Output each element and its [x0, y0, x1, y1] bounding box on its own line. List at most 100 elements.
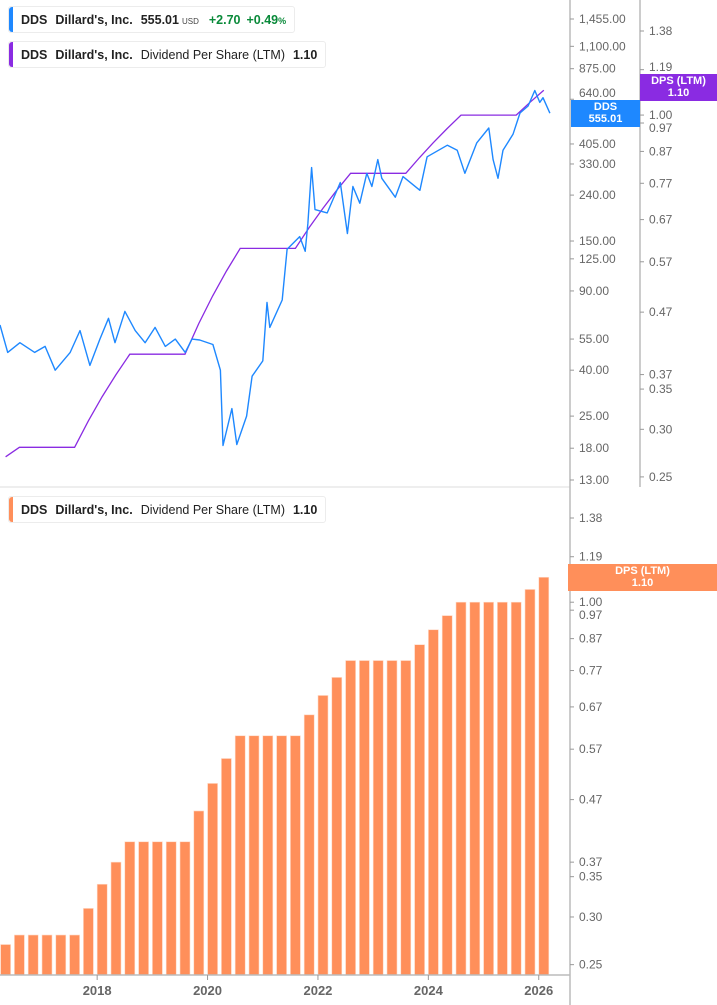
- dps-bar: [497, 601, 508, 976]
- legend-color-swatch: [9, 7, 13, 32]
- bottom-y-tick-label: 1.00: [579, 595, 603, 609]
- dps-tick-label: 0.47: [649, 305, 673, 319]
- dps-bar: [524, 589, 536, 976]
- x-tick-label: 2026: [524, 983, 553, 998]
- dps-bar: [234, 735, 246, 976]
- price-tick-label: 90.00: [579, 284, 609, 298]
- dps-last-value-tag: DPS (LTM) 1.10: [640, 74, 717, 101]
- bottom-y-tick-label: 1.38: [579, 511, 603, 525]
- dps-bar: [152, 841, 163, 976]
- dps-bar: [248, 735, 260, 976]
- price-tick-label: 13.00: [579, 473, 609, 487]
- dps-bar: [538, 576, 550, 976]
- tag-value: 555.01: [588, 113, 623, 125]
- legend-color-swatch: [9, 497, 13, 522]
- dps-bar: [41, 934, 53, 976]
- dps-tick-label: 0.35: [649, 382, 673, 396]
- dps-bar: [110, 861, 122, 976]
- tag-label: DPS (LTM): [651, 75, 706, 87]
- legend-dps-bottom[interactable]: DDS Dillard's, Inc. Dividend Per Share (…: [8, 496, 327, 523]
- legend-change: +2.70: [208, 12, 241, 27]
- dps-bar: [359, 660, 370, 976]
- dps-bar: [331, 677, 343, 976]
- legend-metric-value: 1.10: [292, 47, 318, 62]
- dps-bar: [221, 758, 232, 976]
- price-tick-label: 875.00: [579, 62, 616, 76]
- dps-bar: [262, 735, 274, 976]
- legend-dps-top[interactable]: DDS Dillard's, Inc. Dividend Per Share (…: [8, 41, 327, 68]
- bottom-y-tick-label: 0.67: [579, 700, 603, 714]
- legend-metric: Dividend Per Share (LTM): [140, 47, 285, 62]
- change-pct-value: +0.49: [246, 12, 279, 27]
- dps-bar: [27, 934, 39, 976]
- dps-bar: [400, 660, 412, 976]
- dps-bar: [455, 601, 467, 976]
- legend-metric-value: 1.10: [292, 502, 318, 517]
- price-tick-label: 240.00: [579, 188, 616, 202]
- dps-bar: [483, 601, 494, 976]
- dps-bar: [193, 810, 205, 976]
- dps-line: [5, 89, 545, 458]
- price-tick-label: 405.00: [579, 137, 616, 151]
- dps-bar: [55, 934, 67, 976]
- dps-bar: [0, 944, 11, 976]
- tag-value: 1.10: [667, 87, 690, 99]
- price-tick-label: 640.00: [579, 86, 616, 100]
- legend-symbol: DDS: [21, 12, 48, 27]
- dps-bar: [317, 695, 329, 976]
- dps-bar: [14, 934, 25, 976]
- dps-bar: [124, 841, 136, 976]
- dps-bar: [414, 644, 425, 976]
- price-tick-label: 125.00: [579, 252, 616, 266]
- dps-bar: [276, 735, 287, 976]
- legend-company: Dillard's, Inc.: [55, 502, 133, 517]
- price-last-value-tag: DDS 555.01: [571, 100, 640, 127]
- x-tick-label: 2018: [83, 983, 112, 998]
- tag-value: 1.10: [631, 577, 654, 589]
- legend-color-swatch: [9, 42, 13, 67]
- x-tick-label: 2020: [193, 983, 222, 998]
- pct-sign: %: [278, 15, 287, 26]
- bottom-y-tick-label: 0.35: [579, 870, 603, 884]
- legend-symbol: DDS: [21, 502, 48, 517]
- dps-bar: [303, 714, 315, 976]
- dps-bar: [179, 841, 191, 976]
- dps-bar: [83, 908, 94, 976]
- dps-tick-label: 1.38: [649, 24, 673, 38]
- legend-currency: USD: [181, 16, 199, 26]
- legend-company: Dillard's, Inc.: [55, 12, 133, 27]
- legend-price-value: 555.01: [140, 12, 179, 27]
- price-tick-label: 25.00: [579, 409, 609, 423]
- price-tick-label: 1,455.00: [579, 12, 626, 26]
- legend-metric: Dividend Per Share (LTM): [140, 502, 285, 517]
- dps-tick-label: 1.00: [649, 108, 673, 122]
- price-tick-label: 330.00: [579, 157, 616, 171]
- price-tick-label: 150.00: [579, 234, 616, 248]
- bottom-y-tick-label: 0.97: [579, 608, 603, 622]
- dps-bar: [207, 783, 218, 976]
- bottom-y-tick-label: 0.77: [579, 664, 603, 678]
- dps-tick-label: 0.57: [649, 255, 673, 269]
- dps-tick-label: 0.77: [649, 176, 673, 190]
- bottom-y-tick-label: 0.30: [579, 910, 603, 924]
- dps-bar: [290, 735, 301, 976]
- dps-tick-label: 1.19: [649, 60, 673, 74]
- dps-tick-label: 0.67: [649, 213, 673, 227]
- dps-bar: [386, 660, 398, 976]
- tag-label: DPS (LTM): [615, 565, 670, 577]
- legend-change-pct: +0.49%: [246, 13, 286, 27]
- bottom-y-tick-label: 0.87: [579, 632, 603, 646]
- x-tick-label: 2024: [414, 983, 444, 998]
- bottom-y-tick-label: 0.25: [579, 958, 603, 972]
- dps-bar: [165, 841, 177, 976]
- dps-bar: [510, 601, 522, 976]
- legend-symbol: DDS: [21, 47, 48, 62]
- price-tick-label: 18.00: [579, 441, 609, 455]
- price-tick-label: 40.00: [579, 363, 609, 377]
- bottom-y-tick-label: 1.19: [579, 550, 603, 564]
- dps-tick-label: 0.25: [649, 470, 673, 484]
- dps-tick-label: 0.30: [649, 422, 673, 436]
- dps-bar: [96, 883, 108, 976]
- legend-price[interactable]: DDS Dillard's, Inc. 555.01 USD +2.70 +0.…: [8, 6, 296, 33]
